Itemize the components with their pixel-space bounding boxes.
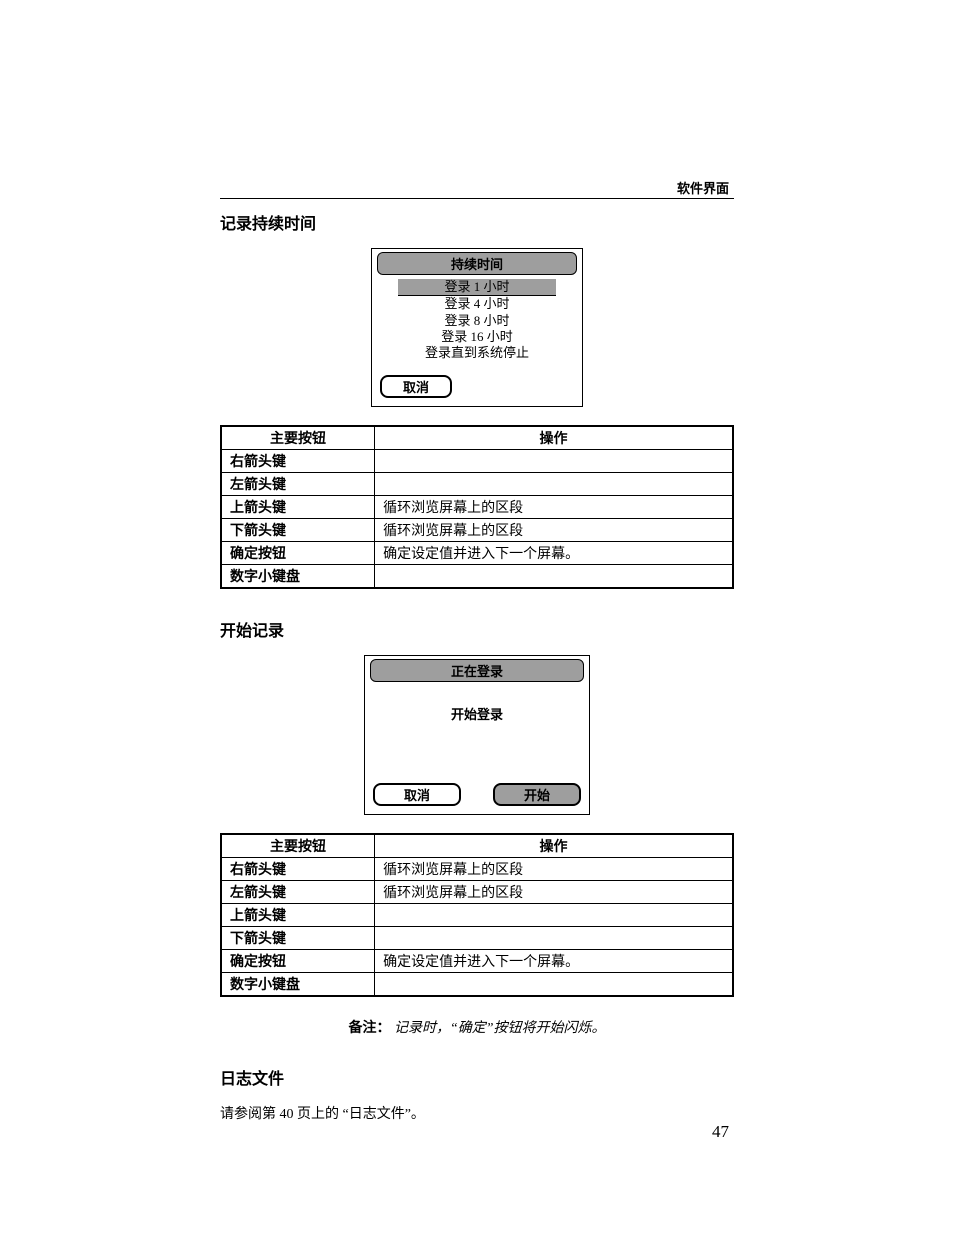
table-row: 数字小键盘 bbox=[221, 973, 733, 997]
section-title-start: 开始记录 bbox=[220, 617, 734, 641]
key-cell: 数字小键盘 bbox=[221, 973, 375, 997]
table-row: 右箭头键循环浏览屏幕上的区段 bbox=[221, 858, 733, 881]
action-cell bbox=[375, 973, 733, 997]
duration-option[interactable]: 登录直到系统停止 bbox=[380, 345, 574, 361]
key-cell: 下箭头键 bbox=[221, 519, 375, 542]
table-header-action: 操作 bbox=[375, 426, 733, 450]
action-cell: 循环浏览屏幕上的区段 bbox=[375, 881, 733, 904]
duration-option[interactable]: 登录 16 小时 bbox=[380, 329, 574, 345]
action-cell: 循环浏览屏幕上的区段 bbox=[375, 519, 733, 542]
key-cell: 数字小键盘 bbox=[221, 565, 375, 589]
key-cell: 右箭头键 bbox=[221, 858, 375, 881]
table-row: 左箭头键 bbox=[221, 473, 733, 496]
table-row: 上箭头键 bbox=[221, 904, 733, 927]
start-button[interactable]: 开始 bbox=[493, 783, 581, 806]
note-line: 备注： 记录时，“确定”按钮将开始闪烁。 bbox=[220, 1017, 734, 1037]
duration-option[interactable]: 登录 8 小时 bbox=[380, 313, 574, 329]
key-cell: 左箭头键 bbox=[221, 473, 375, 496]
table-row: 下箭头键 bbox=[221, 927, 733, 950]
dialog-title-bar: 持续时间 bbox=[377, 252, 577, 275]
note-label: 备注： bbox=[348, 1021, 390, 1036]
table-row: 数字小键盘 bbox=[221, 565, 733, 589]
table-header-action: 操作 bbox=[375, 834, 733, 858]
key-table-1: 主要按钮 操作 右箭头键 左箭头键 上箭头键循环浏览屏幕上的区段 下箭头键循环浏… bbox=[220, 425, 734, 589]
section-title-logfile: 日志文件 bbox=[220, 1065, 734, 1089]
table-row: 右箭头键 bbox=[221, 450, 733, 473]
section-title-duration: 记录持续时间 bbox=[220, 210, 734, 234]
key-cell: 上箭头键 bbox=[221, 904, 375, 927]
duration-options: 登录 1 小时 登录 4 小时 登录 8 小时 登录 16 小时 登录直到系统停… bbox=[372, 275, 582, 369]
table-header-key: 主要按钮 bbox=[221, 834, 375, 858]
action-cell bbox=[375, 565, 733, 589]
action-cell: 循环浏览屏幕上的区段 bbox=[375, 496, 733, 519]
logfile-body: 请参阅第 40 页上的 “日志文件”。 bbox=[220, 1103, 734, 1123]
duration-dialog: 持续时间 登录 1 小时 登录 4 小时 登录 8 小时 登录 16 小时 登录… bbox=[371, 248, 583, 407]
table-row: 确定按钮确定设定值并进入下一个屏幕。 bbox=[221, 542, 733, 565]
action-cell: 确定设定值并进入下一个屏幕。 bbox=[375, 950, 733, 973]
key-cell: 上箭头键 bbox=[221, 496, 375, 519]
action-cell bbox=[375, 450, 733, 473]
page-number: 47 bbox=[712, 1122, 729, 1142]
cancel-button[interactable]: 取消 bbox=[373, 783, 461, 806]
note-text: 记录时，“确定”按钮将开始闪烁。 bbox=[394, 1021, 606, 1036]
duration-option-selected[interactable]: 登录 1 小时 bbox=[398, 279, 556, 296]
cancel-button[interactable]: 取消 bbox=[380, 375, 452, 398]
key-table-2: 主要按钮 操作 右箭头键循环浏览屏幕上的区段 左箭头键循环浏览屏幕上的区段 上箭… bbox=[220, 833, 734, 997]
action-cell: 确定设定值并进入下一个屏幕。 bbox=[375, 542, 733, 565]
table-header-key: 主要按钮 bbox=[221, 426, 375, 450]
key-cell: 确定按钮 bbox=[221, 542, 375, 565]
table-row: 上箭头键循环浏览屏幕上的区段 bbox=[221, 496, 733, 519]
dialog-title-bar: 正在登录 bbox=[370, 659, 584, 682]
action-cell bbox=[375, 927, 733, 950]
table-row: 左箭头键循环浏览屏幕上的区段 bbox=[221, 881, 733, 904]
table-row: 下箭头键循环浏览屏幕上的区段 bbox=[221, 519, 733, 542]
action-cell: 循环浏览屏幕上的区段 bbox=[375, 858, 733, 881]
duration-option[interactable]: 登录 4 小时 bbox=[380, 296, 574, 312]
table-row: 确定按钮确定设定值并进入下一个屏幕。 bbox=[221, 950, 733, 973]
key-cell: 确定按钮 bbox=[221, 950, 375, 973]
start-dialog-body: 开始登录 bbox=[365, 682, 589, 777]
key-cell: 下箭头键 bbox=[221, 927, 375, 950]
key-cell: 右箭头键 bbox=[221, 450, 375, 473]
action-cell bbox=[375, 473, 733, 496]
key-cell: 左箭头键 bbox=[221, 881, 375, 904]
action-cell bbox=[375, 904, 733, 927]
start-dialog: 正在登录 开始登录 取消 开始 bbox=[364, 655, 590, 815]
